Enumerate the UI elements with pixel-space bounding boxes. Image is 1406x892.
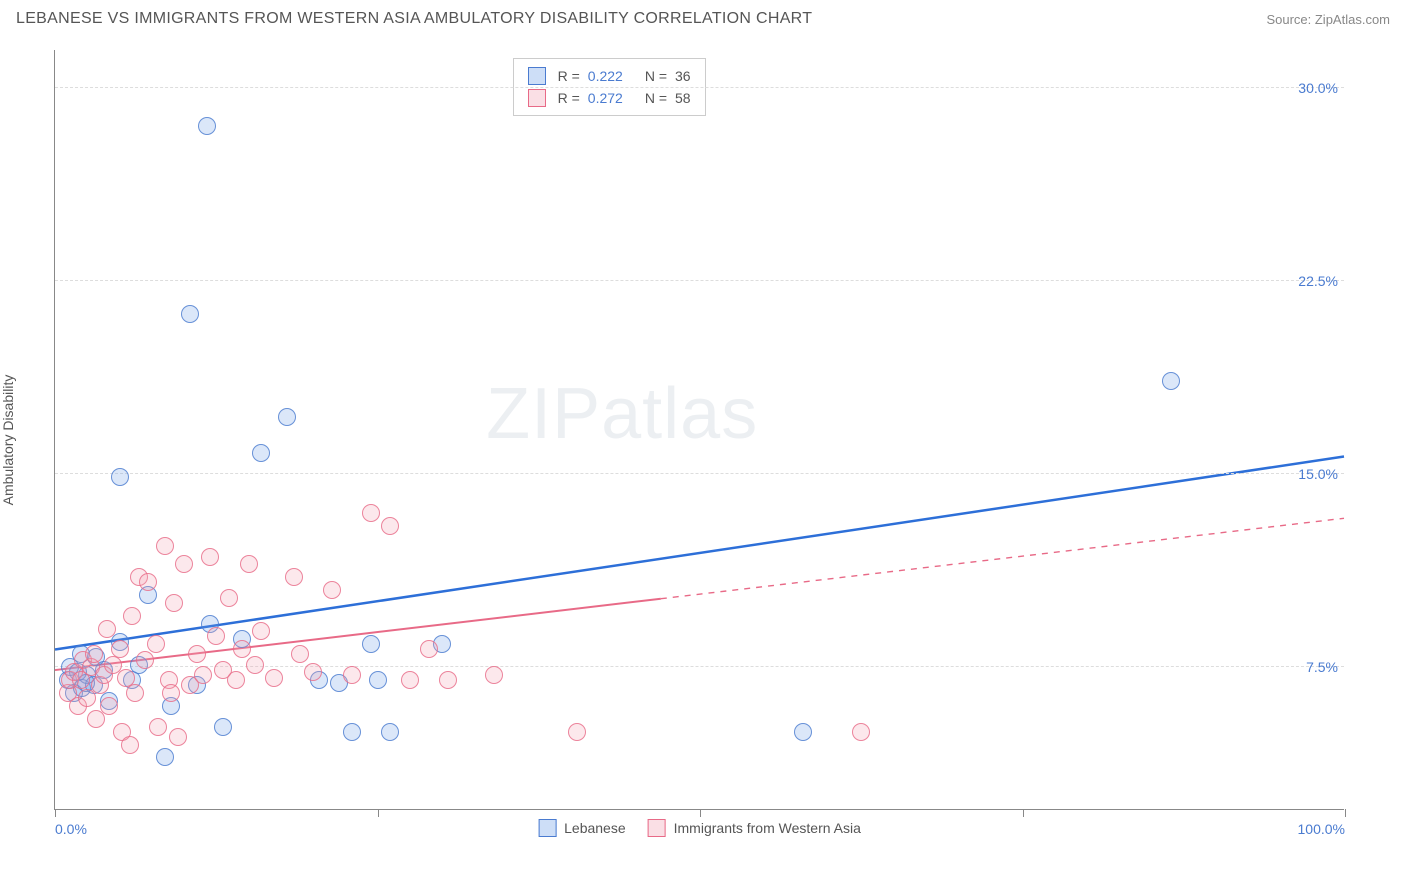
x-tick-label: 0.0%	[55, 821, 87, 837]
data-point	[149, 718, 167, 736]
data-point	[304, 663, 322, 681]
r-label: R =	[558, 65, 580, 87]
data-point	[240, 555, 258, 573]
data-point	[198, 117, 216, 135]
data-point	[381, 517, 399, 535]
y-tick-label: 15.0%	[1298, 466, 1338, 482]
data-point	[285, 568, 303, 586]
data-point	[156, 537, 174, 555]
data-point	[156, 748, 174, 766]
legend-label: Immigrants from Western Asia	[674, 820, 861, 836]
data-point	[207, 627, 225, 645]
gridline	[55, 87, 1344, 88]
legend-stat-row: R = 0.222 N = 36	[528, 65, 691, 87]
data-point	[278, 408, 296, 426]
trend-line-dashed	[661, 518, 1344, 598]
data-point	[401, 671, 419, 689]
n-label: N =	[645, 65, 667, 87]
data-point	[323, 581, 341, 599]
data-point	[485, 666, 503, 684]
y-tick-label: 7.5%	[1306, 659, 1338, 675]
x-tick	[1023, 809, 1024, 817]
data-point	[265, 669, 283, 687]
x-tick	[55, 809, 56, 817]
data-point	[139, 573, 157, 591]
data-point	[381, 723, 399, 741]
series-legend: Lebanese Immigrants from Western Asia	[538, 819, 861, 837]
plot-area: ZIPatlas R = 0.222N = 36R = 0.272N = 58 …	[54, 50, 1344, 810]
n-value: 36	[675, 65, 691, 87]
y-tick-label: 30.0%	[1298, 80, 1338, 96]
n-value: 58	[675, 87, 691, 109]
gridline	[55, 280, 1344, 281]
data-point	[291, 645, 309, 663]
data-point	[233, 640, 251, 658]
data-point	[794, 723, 812, 741]
r-value: 0.272	[588, 87, 623, 109]
data-point	[369, 671, 387, 689]
data-point	[252, 444, 270, 462]
y-tick-label: 22.5%	[1298, 273, 1338, 289]
legend-swatch	[648, 819, 666, 837]
data-point	[111, 640, 129, 658]
trend-lines-svg	[55, 50, 1344, 809]
data-point	[136, 651, 154, 669]
legend-swatch	[528, 67, 546, 85]
data-point	[220, 589, 238, 607]
trend-line	[55, 457, 1344, 650]
r-label: R =	[558, 87, 580, 109]
chart-container: Ambulatory Disability ZIPatlas R = 0.222…	[14, 40, 1392, 840]
legend-label: Lebanese	[564, 820, 626, 836]
data-point	[194, 666, 212, 684]
x-tick	[700, 809, 701, 817]
gridline	[55, 473, 1344, 474]
data-point	[188, 645, 206, 663]
legend-stat-row: R = 0.272 N = 58	[528, 87, 691, 109]
data-point	[169, 728, 187, 746]
data-point	[568, 723, 586, 741]
x-tick	[378, 809, 379, 817]
data-point	[175, 555, 193, 573]
x-tick	[1345, 809, 1346, 817]
data-point	[165, 594, 183, 612]
data-point	[852, 723, 870, 741]
legend-item: Immigrants from Western Asia	[648, 819, 861, 837]
data-point	[162, 684, 180, 702]
data-point	[439, 671, 457, 689]
data-point	[85, 645, 103, 663]
data-point	[362, 504, 380, 522]
data-point	[246, 656, 264, 674]
data-point	[201, 548, 219, 566]
n-label: N =	[645, 87, 667, 109]
data-point	[123, 607, 141, 625]
data-point	[111, 468, 129, 486]
chart-title: LEBANESE VS IMMIGRANTS FROM WESTERN ASIA…	[16, 10, 812, 28]
data-point	[214, 718, 232, 736]
data-point	[1162, 372, 1180, 390]
data-point	[181, 305, 199, 323]
legend-item: Lebanese	[538, 819, 626, 837]
data-point	[343, 723, 361, 741]
data-point	[420, 640, 438, 658]
data-point	[252, 622, 270, 640]
legend-swatch	[538, 819, 556, 837]
legend-swatch	[528, 89, 546, 107]
data-point	[343, 666, 361, 684]
data-point	[100, 697, 118, 715]
r-value: 0.222	[588, 65, 623, 87]
y-axis-label: Ambulatory Disability	[0, 375, 16, 506]
data-point	[126, 684, 144, 702]
data-point	[121, 736, 139, 754]
chart-header: LEBANESE VS IMMIGRANTS FROM WESTERN ASIA…	[0, 0, 1406, 34]
data-point	[98, 620, 116, 638]
x-tick-label: 100.0%	[1298, 821, 1345, 837]
data-point	[147, 635, 165, 653]
data-point	[227, 671, 245, 689]
source-label: Source: ZipAtlas.com	[1266, 12, 1390, 27]
data-point	[362, 635, 380, 653]
